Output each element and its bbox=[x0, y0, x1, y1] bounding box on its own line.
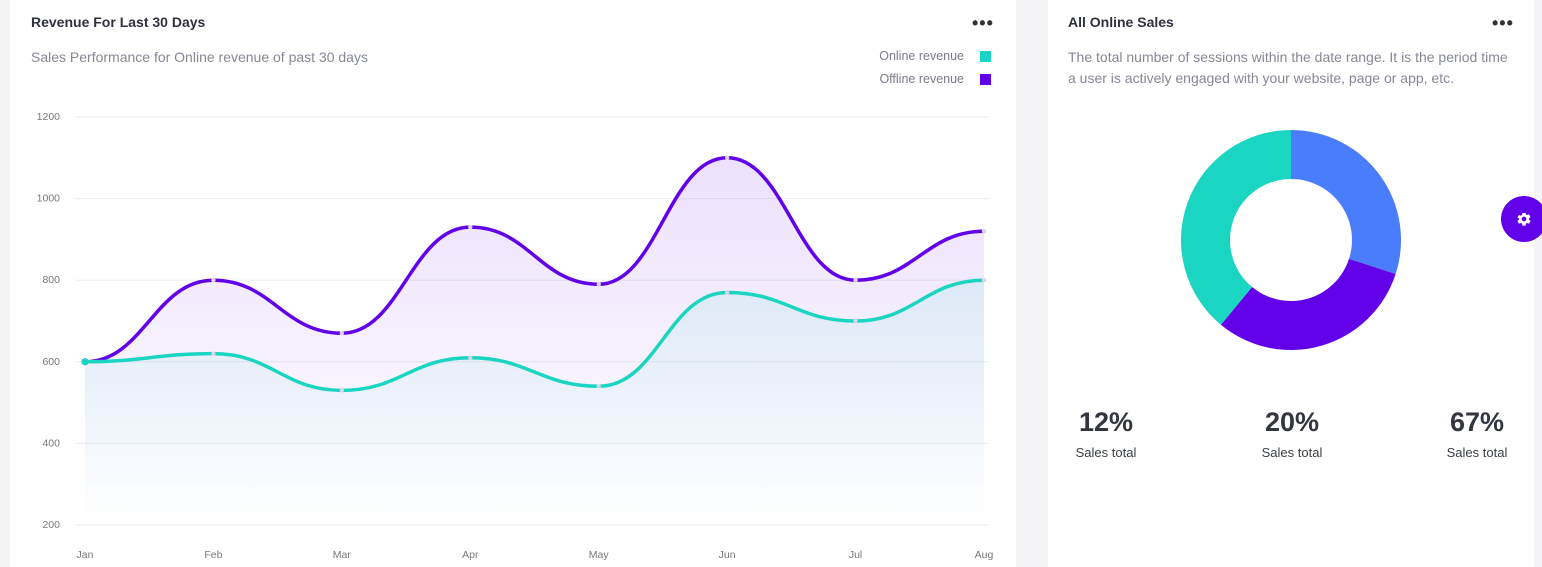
legend-label: Offline revenue bbox=[879, 72, 964, 86]
donut-slice bbox=[1220, 258, 1396, 350]
y-tick-label: 400 bbox=[42, 437, 60, 449]
donut-slice bbox=[1181, 130, 1291, 325]
revenue-line-chart: 200 400 600 800 1000 1200 Jan Feb Mar Apr May Jun Ju… bbox=[37, 111, 994, 561]
x-tick-label: Apr bbox=[462, 549, 479, 561]
data-point bbox=[596, 282, 601, 287]
data-point bbox=[211, 351, 216, 356]
revenue-card-title: Revenue For Last 30 Days bbox=[31, 14, 206, 30]
data-point bbox=[981, 229, 987, 234]
y-tick-label: 800 bbox=[42, 274, 60, 286]
series-line bbox=[83, 278, 986, 393]
more-horizontal-icon[interactable]: ••• bbox=[972, 13, 994, 33]
y-tick-label: 1200 bbox=[37, 111, 61, 123]
sales-card-description: The total number of sessions within the … bbox=[1068, 49, 1508, 86]
y-tick-label: 1000 bbox=[37, 193, 61, 205]
legend-label: Online revenue bbox=[879, 49, 964, 63]
series-line bbox=[83, 156, 986, 364]
donut-slice bbox=[1291, 130, 1401, 274]
series-area bbox=[85, 280, 984, 525]
sales-card-title: All Online Sales bbox=[1068, 14, 1174, 30]
x-tick-label: Aug bbox=[975, 549, 994, 561]
data-point bbox=[981, 278, 987, 283]
x-tick-label: May bbox=[589, 549, 610, 561]
settings-button[interactable] bbox=[1501, 196, 1542, 242]
data-point bbox=[339, 331, 345, 336]
stat-value: 12% bbox=[1078, 407, 1134, 437]
legend-item-offline[interactable]: Offline revenue bbox=[879, 72, 991, 86]
x-tick-label: Mar bbox=[333, 549, 352, 561]
revenue-card-subtitle: Sales Performance for Online revenue of … bbox=[31, 49, 368, 65]
data-point bbox=[468, 224, 473, 230]
x-tick-label: Jun bbox=[719, 549, 736, 561]
data-point bbox=[211, 278, 216, 283]
legend-swatch bbox=[980, 50, 991, 62]
data-point bbox=[596, 384, 601, 389]
x-tick-label: Feb bbox=[204, 549, 222, 561]
legend-swatch bbox=[980, 73, 991, 85]
data-point bbox=[81, 358, 89, 366]
x-tick-label: Jan bbox=[77, 549, 94, 561]
data-point bbox=[853, 278, 858, 283]
more-horizontal-icon[interactable]: ••• bbox=[1492, 13, 1514, 33]
stat-label: Sales total bbox=[1446, 445, 1508, 460]
y-tick-label: 600 bbox=[42, 356, 60, 368]
sales-donut-chart bbox=[1181, 130, 1401, 350]
sales-card: All Online Sales ••• The total number of… bbox=[1048, 0, 1534, 567]
data-point bbox=[853, 318, 858, 324]
stat-label: Sales total bbox=[1261, 445, 1323, 460]
data-point bbox=[724, 290, 730, 295]
x-tick-label: Jul bbox=[849, 549, 862, 561]
revenue-card: Revenue For Last 30 Days ••• Sales Perfo… bbox=[10, 0, 1016, 567]
stat-value: 67% bbox=[1449, 407, 1505, 437]
y-tick-label: 200 bbox=[42, 519, 60, 531]
stat-item: 67% Sales total bbox=[1422, 407, 1532, 460]
gear-icon bbox=[1517, 212, 1531, 226]
data-point bbox=[339, 388, 345, 393]
legend-item-online[interactable]: Online revenue bbox=[879, 49, 991, 63]
stat-label: Sales total bbox=[1075, 445, 1137, 460]
stat-item: 20% Sales total bbox=[1237, 407, 1347, 460]
data-point bbox=[468, 355, 473, 360]
data-point bbox=[724, 155, 730, 160]
stat-item: 12% Sales total bbox=[1051, 407, 1161, 460]
stat-value: 20% bbox=[1264, 407, 1320, 437]
